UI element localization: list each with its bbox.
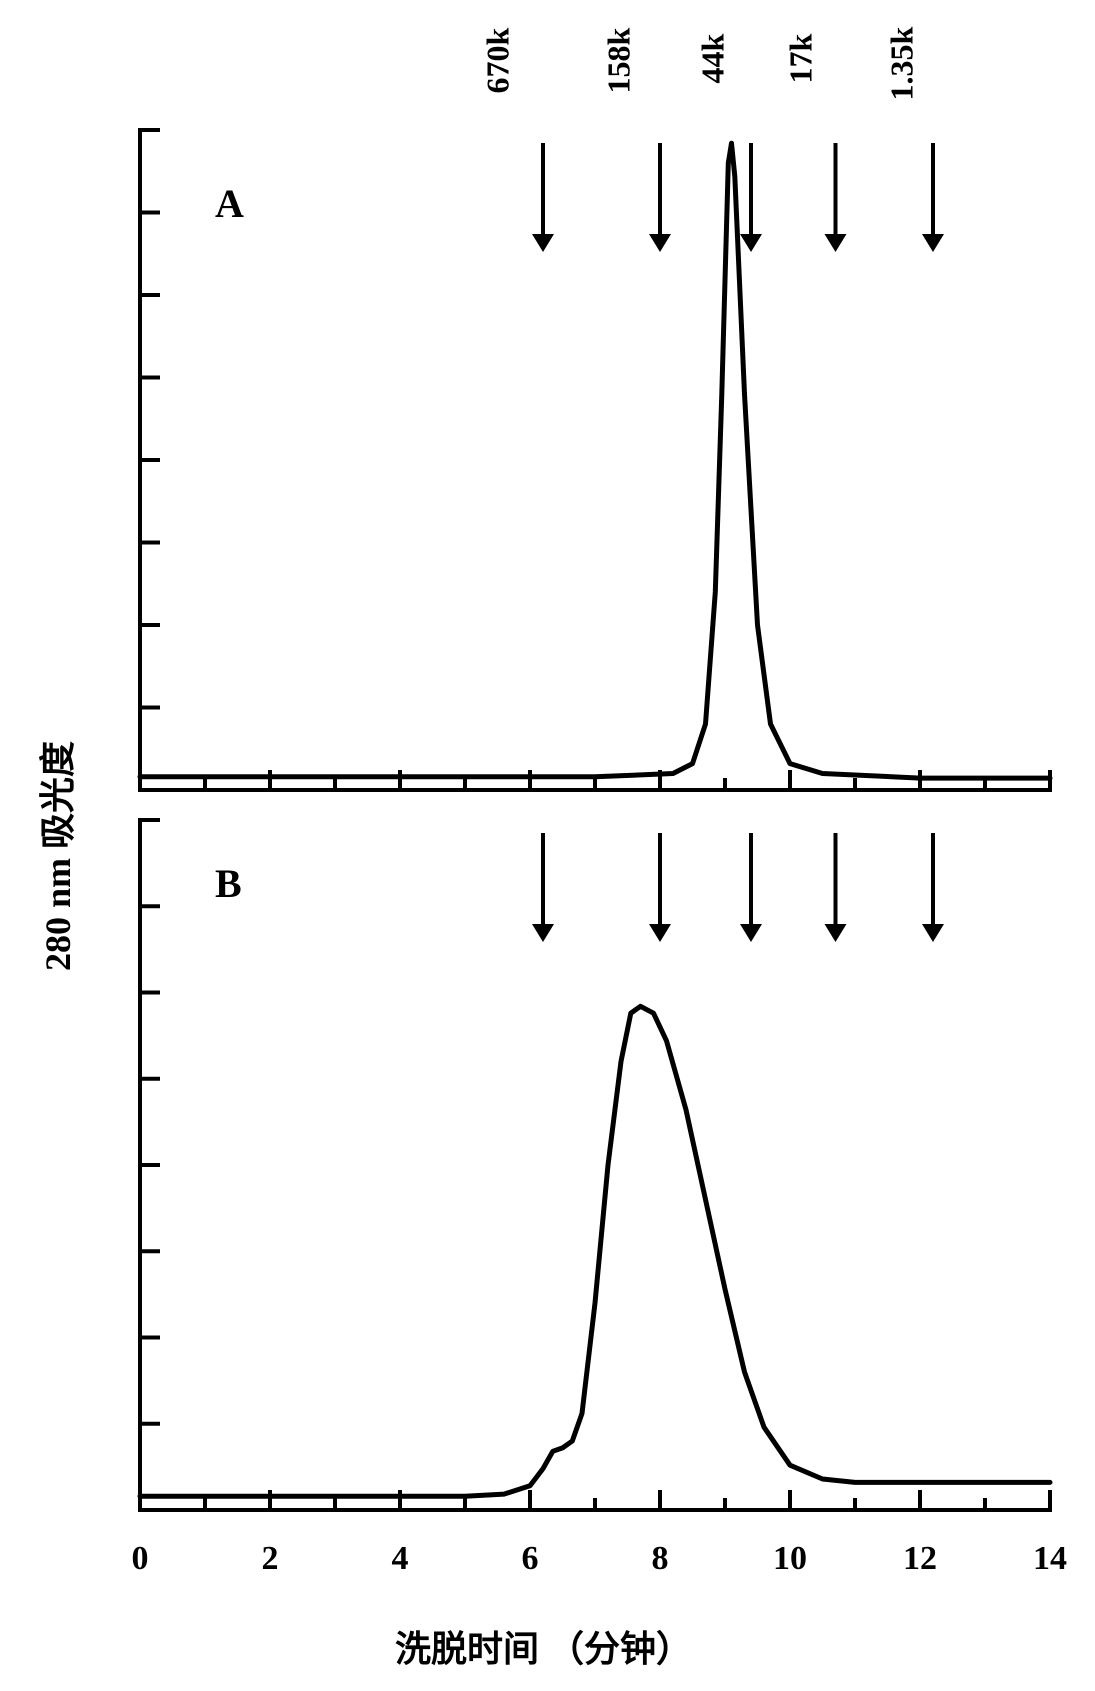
- chromatogram-chart: [0, 0, 1095, 1691]
